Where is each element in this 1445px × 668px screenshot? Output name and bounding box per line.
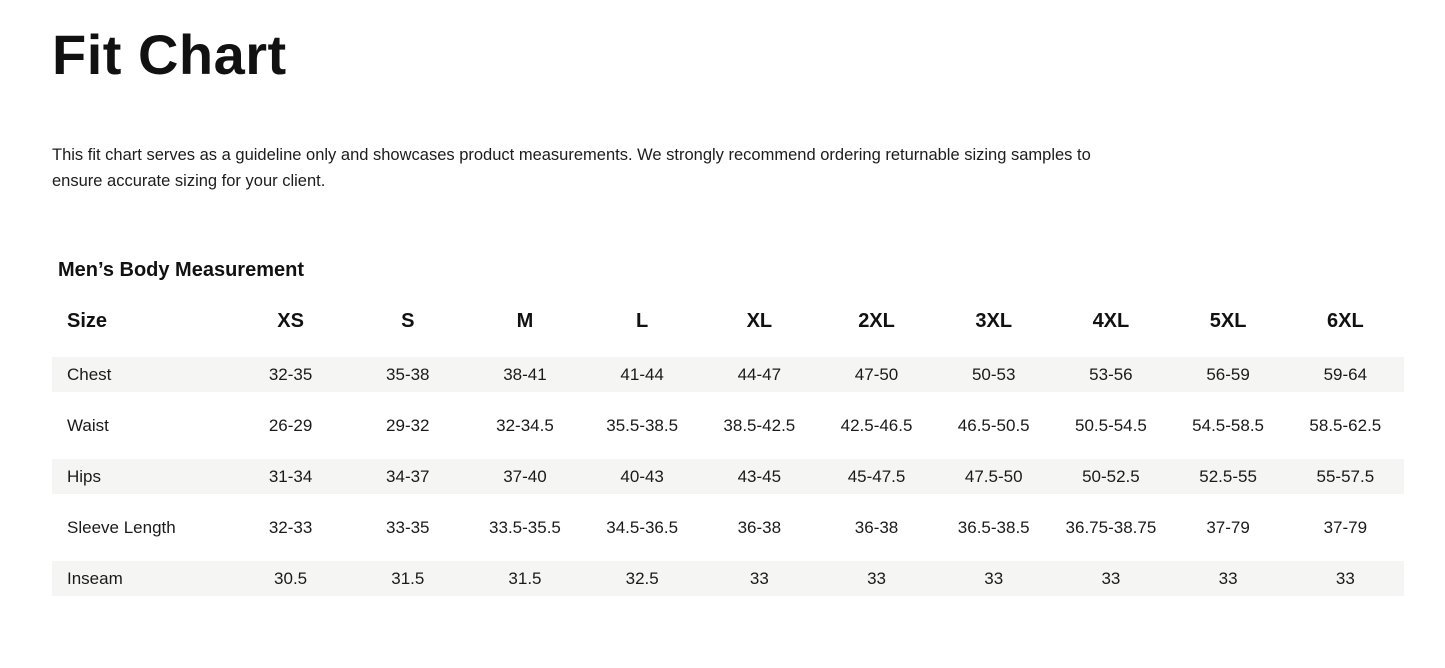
cell-value: 33 [1286, 561, 1404, 596]
section-title-mens-body-measurement: Men’s Body Measurement [58, 259, 304, 281]
cell-value: 56-59 [1169, 357, 1287, 392]
column-header-xs: XS [277, 310, 304, 332]
cell-value: 44-47 [700, 357, 818, 392]
cell-value: 32-34.5 [496, 415, 554, 435]
cell-value: 36-38 [737, 517, 782, 537]
cell-value: 31.5 [466, 561, 584, 596]
cell-value: 35.5-38.5 [606, 415, 679, 435]
column-header-3xl: 3XL [975, 310, 1013, 332]
mens-body-measurement-table: Size XS S M L XL 2XL 3XL 4XL 5XL 6XL Chest 32-35 35-… [52, 288, 1404, 612]
cell-value: 36.5-38.5 [957, 517, 1030, 537]
row-label: Chest [52, 357, 232, 392]
column-header-s: S [401, 310, 415, 332]
cell-value: 59-64 [1286, 357, 1404, 392]
row-label: Sleeve Length [67, 517, 176, 537]
cell-value: 38-41 [466, 357, 584, 392]
cell-value: 32.5 [583, 561, 701, 596]
cell-value: 38.5-42.5 [723, 415, 796, 435]
cell-value: 31.5 [349, 561, 467, 596]
cell-value: 33 [700, 561, 818, 596]
cell-value: 32-33 [268, 517, 313, 537]
cell-value: 34-37 [349, 459, 467, 494]
table-row-chest: Chest 32-35 35-38 38-41 41-44 44-47 47-50 50-53… [52, 357, 1404, 392]
cell-value: 35-38 [349, 357, 467, 392]
column-header-l: L [636, 310, 649, 332]
cell-value: 31-34 [232, 459, 350, 494]
table-header: Size XS S M L XL 2XL 3XL 4XL 5XL 6XL [52, 304, 1404, 341]
description-text: This fit chart serves as a guideline onl… [52, 146, 1091, 190]
cell-value: 42.5-46.5 [840, 415, 913, 435]
cell-value: 33.5-35.5 [489, 517, 561, 537]
cell-value: 37-40 [466, 459, 584, 494]
cell-value: 30.5 [232, 561, 350, 596]
header-row: Size XS S M L XL 2XL 3XL 4XL 5XL 6XL [52, 304, 1404, 341]
cell-value: 45-47.5 [817, 459, 936, 494]
column-header-2xl: 2XL [858, 310, 895, 332]
cell-value: 52.5-55 [1169, 459, 1287, 494]
cell-value: 41-44 [583, 357, 701, 392]
column-header-m: M [516, 310, 534, 332]
cell-value: 50-53 [935, 357, 1053, 392]
page-title: Fit Chart [52, 23, 287, 86]
cell-value: 58.5-62.5 [1309, 415, 1382, 435]
table-row-hips: Hips 31-34 34-37 37-40 40-43 43-45 45-47.5 47.5… [52, 459, 1404, 494]
cell-value: 29-32 [386, 415, 430, 435]
cell-value: 46.5-50.5 [957, 415, 1030, 435]
fit-chart-page: Fit Chart This fit chart serves as a gui… [52, 23, 1404, 612]
cell-value: 47.5-50 [935, 459, 1053, 494]
cell-value: 43-45 [700, 459, 818, 494]
column-header-5xl: 5XL [1209, 310, 1247, 332]
cell-value: 37-79 [1323, 517, 1368, 537]
cell-value: 53-56 [1052, 357, 1170, 392]
table-row-inseam: Inseam 30.5 31.5 31.5 32.5 33 33 33 33 33 33 [52, 561, 1404, 596]
cell-value: 34.5-36.5 [606, 517, 679, 537]
column-header-xl: XL [746, 310, 773, 332]
cell-value: 32-35 [232, 357, 350, 392]
cell-value: 50.5-54.5 [1074, 415, 1147, 435]
cell-value: 26-29 [268, 415, 313, 435]
table-row-sleeve-length: Sleeve Length 32-33 33-35 33.5-35.5 34.5-36.… [52, 510, 1404, 545]
cell-value: 55-57.5 [1286, 459, 1404, 494]
cell-value: 50-52.5 [1052, 459, 1170, 494]
cell-value: 54.5-58.5 [1192, 415, 1265, 435]
cell-value: 33 [935, 561, 1053, 596]
cell-value: 47-50 [817, 357, 936, 392]
cell-value: 36-38 [854, 517, 899, 537]
row-label: Waist [67, 415, 109, 435]
cell-value: 33 [1052, 561, 1170, 596]
cell-value: 37-79 [1206, 517, 1250, 537]
cell-value: 36.75-38.75 [1065, 517, 1157, 537]
cell-value: 33 [817, 561, 936, 596]
cell-value: 33 [1169, 561, 1287, 596]
row-label: Hips [52, 459, 232, 494]
table-row-waist: Waist 26-29 29-32 32-34.5 35.5-38.5 38.5-42.5… [52, 408, 1404, 443]
column-header-4xl: 4XL [1092, 310, 1130, 332]
cell-value: 40-43 [583, 459, 701, 494]
table-body: Chest 32-35 35-38 38-41 41-44 44-47 47-50 50-53… [52, 357, 1404, 596]
row-label: Inseam [52, 561, 232, 596]
size-column-header: Size [67, 310, 108, 332]
column-header-6xl: 6XL [1327, 310, 1364, 332]
cell-value: 33-35 [386, 517, 430, 537]
